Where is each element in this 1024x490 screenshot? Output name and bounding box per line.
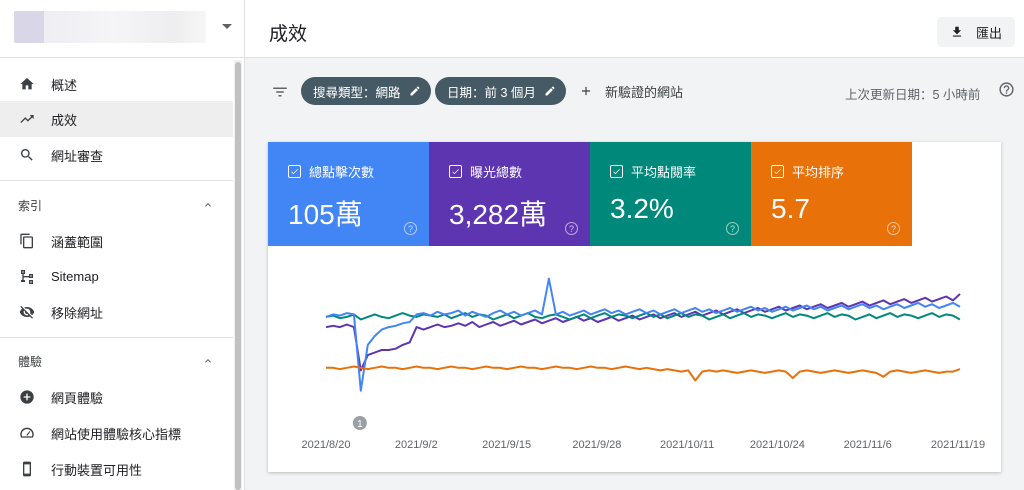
chevron-up-icon xyxy=(202,199,214,214)
sidebar-item-label: 行動裝置可用性 xyxy=(51,462,143,478)
export-button[interactable]: 匯出 xyxy=(937,17,1015,47)
section-title: 體驗 xyxy=(18,354,43,369)
metric-label: 總點擊次數 xyxy=(309,165,375,180)
speed-gauge-icon xyxy=(18,424,36,442)
date-range-chip[interactable]: 日期：前 3 個月 xyxy=(435,77,566,105)
page-title: 成效 xyxy=(269,24,308,45)
metric-label: 曝光總數 xyxy=(470,165,523,180)
performance-line-chart[interactable]: 1 2021/8/20 2021/9/2 2021/9/15 2021/9/28 202… xyxy=(268,246,1001,472)
sidebar-item-label: 移除網址 xyxy=(51,305,104,321)
x-tick-label: 2021/9/28 xyxy=(572,439,621,451)
sidebar: 概述 成效 網址審查 索引 涵蓋範圍 Sitemap 移除網址 xyxy=(0,0,245,490)
search-type-chip[interactable]: 搜尋類型：網路 xyxy=(301,77,431,105)
sidebar-item-label: 網址審查 xyxy=(51,148,104,164)
checkbox-checked-icon[interactable] xyxy=(771,165,784,178)
filter-list-icon[interactable] xyxy=(271,83,289,106)
sidebar-item-sitemap[interactable]: Sitemap xyxy=(0,258,233,294)
series-line-0 xyxy=(325,293,961,372)
edit-pencil-icon xyxy=(409,85,421,97)
sidebar-scrollbar[interactable] xyxy=(234,60,242,490)
section-header-index[interactable]: 索引 xyxy=(0,187,233,223)
help-circle-icon[interactable]: ? xyxy=(565,222,578,235)
add-circle-icon xyxy=(18,388,36,406)
filter-bar: 搜尋類型：網路 日期：前 3 個月 新驗證的網站 上次更新日期：5 小時前 xyxy=(245,59,1024,123)
smartphone-icon xyxy=(18,460,36,478)
metric-card-position[interactable]: 平均排序 5.7 ? xyxy=(751,142,912,246)
scrollbar-thumb[interactable] xyxy=(235,62,241,490)
sidebar-item-mobile-usability[interactable]: 行動裝置可用性 xyxy=(0,451,233,487)
chevron-up-icon xyxy=(202,355,214,370)
help-circle-icon[interactable]: ? xyxy=(726,222,739,235)
series-line-3 xyxy=(326,365,961,382)
x-tick-label: 2021/9/15 xyxy=(482,439,531,451)
search-icon xyxy=(18,146,36,164)
add-filter-button[interactable]: 新驗證的網站 xyxy=(579,79,683,103)
annotation-marker[interactable] xyxy=(352,416,367,430)
annotation-label: 1 xyxy=(357,419,363,430)
performance-card: 總點擊次數 105萬 ? 曝光總數 3,282萬 ? 平均點閱率 3.2% ? … xyxy=(268,142,1001,472)
x-tick-label: 2021/9/2 xyxy=(395,439,438,451)
x-tick-label: 2021/11/6 xyxy=(844,439,892,451)
metric-value: 5.7 xyxy=(771,193,810,224)
dropdown-arrow-icon[interactable] xyxy=(222,24,232,29)
checkbox-checked-icon[interactable] xyxy=(610,165,623,178)
edit-pencil-icon xyxy=(544,85,556,97)
x-tick-label: 2021/11/19 xyxy=(931,439,985,451)
help-circle-icon[interactable]: ? xyxy=(404,222,417,235)
checkbox-checked-icon[interactable] xyxy=(449,165,462,178)
property-name-redacted xyxy=(14,11,206,43)
export-label: 匯出 xyxy=(975,25,1002,41)
sidebar-item-removals[interactable]: 移除網址 xyxy=(0,294,233,330)
home-icon xyxy=(18,75,36,93)
section-header-experience[interactable]: 體驗 xyxy=(0,343,233,379)
plus-icon xyxy=(579,84,593,98)
metric-label: 平均排序 xyxy=(792,165,845,180)
help-icon[interactable] xyxy=(998,81,1015,103)
chip-label: 日期：前 3 個月 xyxy=(447,85,536,100)
sidebar-item-label: 網站使用體驗核心指標 xyxy=(51,426,182,442)
add-filter-label: 新驗證的網站 xyxy=(605,84,684,100)
sidebar-item-performance[interactable]: 成效 xyxy=(0,101,233,137)
trending-up-icon xyxy=(18,110,36,128)
sidebar-item-label: 網頁體驗 xyxy=(51,390,104,406)
download-icon xyxy=(950,25,964,39)
metric-value: 3,282萬 xyxy=(449,199,548,230)
last-updated-text: 上次更新日期：5 小時前 xyxy=(845,88,981,102)
help-circle-icon[interactable]: ? xyxy=(887,222,900,235)
metric-value: 105萬 xyxy=(288,199,363,230)
section-title: 索引 xyxy=(18,198,43,213)
sidebar-item-page-experience[interactable]: 網頁體驗 xyxy=(0,379,233,415)
sidebar-item-overview[interactable]: 概述 xyxy=(0,66,233,102)
sidebar-item-label: 涵蓋範圍 xyxy=(51,234,104,250)
sidebar-item-label: Sitemap xyxy=(51,268,99,284)
sidebar-item-coverage[interactable]: 涵蓋範圍 xyxy=(0,223,233,259)
x-tick-label: 2021/10/24 xyxy=(750,439,805,451)
metric-card-impressions[interactable]: 曝光總數 3,282萬 ? xyxy=(429,142,590,246)
sidebar-item-label: 概述 xyxy=(51,77,78,93)
chip-label: 搜尋類型：網路 xyxy=(313,85,401,100)
copy-icon xyxy=(18,232,36,250)
x-tick-label: 2021/8/20 xyxy=(302,439,351,451)
metric-value: 3.2% xyxy=(610,193,674,224)
property-selector[interactable] xyxy=(0,0,245,58)
page-header: 成效 匯出 xyxy=(245,0,1024,58)
metric-card-ctr[interactable]: 平均點閱率 3.2% ? xyxy=(590,142,751,246)
sidebar-item-url-inspection[interactable]: 網址審查 xyxy=(0,137,233,173)
visibility-off-icon xyxy=(18,303,36,321)
checkbox-checked-icon[interactable] xyxy=(288,165,301,178)
sidebar-item-label: 成效 xyxy=(51,112,78,128)
sitemap-icon xyxy=(18,267,36,285)
sidebar-item-core-web-vitals[interactable]: 網站使用體驗核心指標 xyxy=(0,415,233,451)
x-tick-label: 2021/10/11 xyxy=(660,439,714,451)
series-line-2 xyxy=(325,277,961,392)
metric-card-clicks[interactable]: 總點擊次數 105萬 ? xyxy=(268,142,429,246)
metric-label: 平均點閱率 xyxy=(631,165,697,180)
